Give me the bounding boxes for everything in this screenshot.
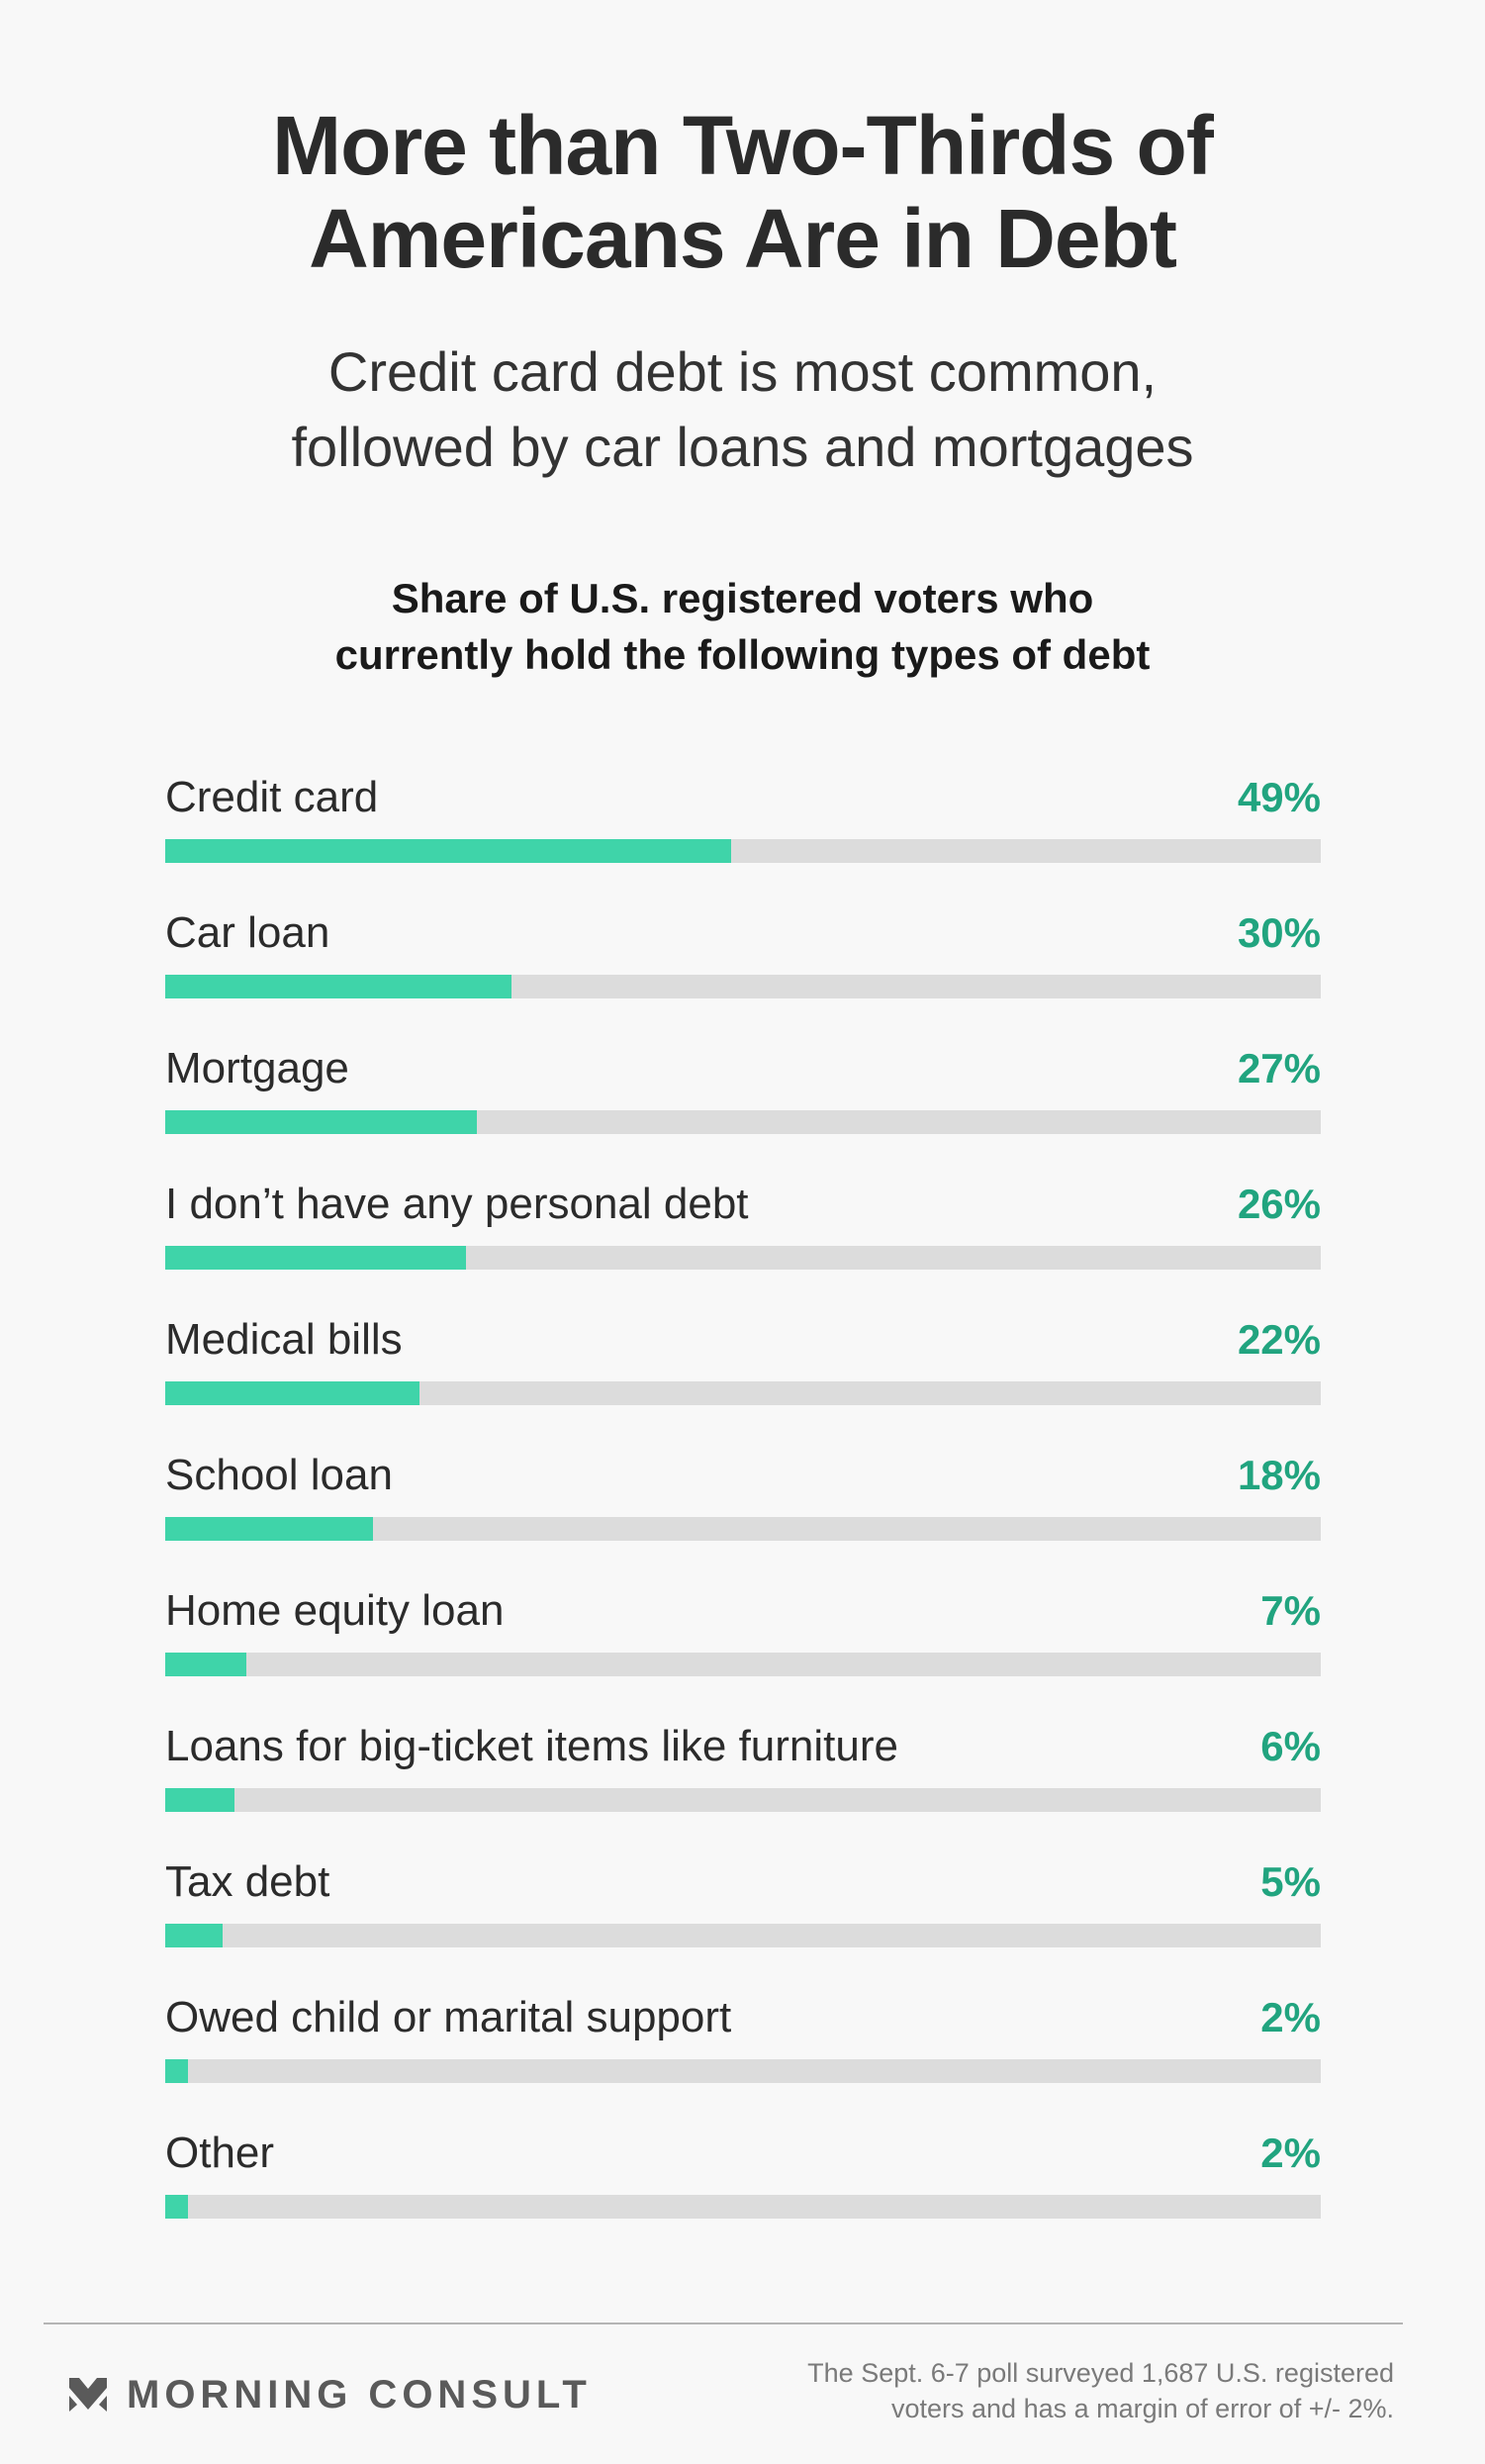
title-line-2: Americans Are in Debt	[309, 192, 1177, 285]
category-label: Tax debt	[165, 1857, 330, 1906]
chart-title-line-1: Share of U.S. registered voters who	[391, 575, 1094, 621]
bar	[165, 1517, 373, 1541]
bar-track	[165, 1517, 1321, 1541]
page-subtitle: Credit card debt is most common, followe…	[0, 334, 1485, 485]
bar	[165, 1381, 419, 1405]
data-label: 30%	[1237, 909, 1321, 956]
category-label: I don’t have any personal debt	[165, 1180, 749, 1228]
bar-track	[165, 1110, 1321, 1134]
category-label: Medical bills	[165, 1315, 403, 1364]
page-title: More than Two-Thirds of Americans Are in…	[0, 99, 1485, 285]
chart-row: Car loan 30%	[165, 905, 1321, 1024]
bar	[165, 1788, 234, 1812]
chart-row: School loan 18%	[165, 1448, 1321, 1566]
data-label: 18%	[1237, 1452, 1321, 1498]
bar-track	[165, 1924, 1321, 1947]
bar	[165, 1110, 477, 1134]
data-label: 7%	[1260, 1587, 1321, 1634]
subtitle-line-2: followed by car loans and mortgages	[291, 416, 1194, 478]
chart-row: Mortgage 27%	[165, 1041, 1321, 1160]
chart-row: Tax debt 5%	[165, 1854, 1321, 1973]
bar-chart: Credit card 49% Car loan 30% Mortgage 27% I do…	[165, 0, 1321, 2276]
bar-track	[165, 839, 1321, 863]
chart-row: Medical bills 22%	[165, 1312, 1321, 1431]
bar	[165, 2059, 188, 2083]
data-label: 2%	[1260, 1994, 1321, 2040]
bar	[165, 1924, 223, 1947]
category-label: Loans for big-ticket items like furnitur…	[165, 1722, 898, 1770]
category-label: School loan	[165, 1451, 393, 1499]
chart-title: Share of U.S. registered voters who curr…	[0, 570, 1485, 683]
subtitle-line-1: Credit card debt is most common,	[327, 340, 1158, 403]
category-label: Other	[165, 2129, 275, 2177]
data-label: 2%	[1260, 2130, 1321, 2176]
morning-consult-chevron-icon	[69, 2378, 107, 2412]
category-label: Owed child or marital support	[165, 1993, 732, 2041]
chart-row: Other 2%	[165, 2126, 1321, 2244]
data-label: 5%	[1260, 1858, 1321, 1905]
bar	[165, 1246, 466, 1270]
data-label: 27%	[1237, 1045, 1321, 1091]
data-label: 6%	[1260, 1723, 1321, 1769]
brand-logo: MORNING CONSULT	[69, 2373, 592, 2417]
brand-name: MORNING CONSULT	[127, 2373, 592, 2417]
category-label: Credit card	[165, 773, 379, 821]
footer-divider	[44, 2322, 1403, 2324]
bar	[165, 839, 731, 863]
category-label: Mortgage	[165, 1044, 349, 1092]
bar-track	[165, 1246, 1321, 1270]
data-label: 22%	[1237, 1316, 1321, 1363]
bar-track	[165, 2195, 1321, 2219]
data-label: 49%	[1237, 774, 1321, 820]
bar	[165, 1653, 246, 1676]
chart-title-line-2: currently hold the following types of de…	[334, 631, 1151, 678]
chart-row: Credit card 49%	[165, 770, 1321, 889]
bar-track	[165, 1381, 1321, 1405]
bar-track	[165, 1653, 1321, 1676]
methodology-note: The Sept. 6-7 poll surveyed 1,687 U.S. r…	[682, 2355, 1394, 2426]
chart-row: Loans for big-ticket items like furnitur…	[165, 1719, 1321, 1838]
title-line-1: More than Two-Thirds of	[272, 99, 1214, 192]
bar	[165, 2195, 188, 2219]
chart-row: I don’t have any personal debt 26%	[165, 1177, 1321, 1295]
bar-track	[165, 1788, 1321, 1812]
category-label: Home equity loan	[165, 1586, 505, 1635]
data-label: 26%	[1237, 1181, 1321, 1227]
chart-row: Home equity loan 7%	[165, 1583, 1321, 1702]
chart-row: Owed child or marital support 2%	[165, 1990, 1321, 2109]
bar-track	[165, 975, 1321, 998]
category-label: Car loan	[165, 908, 330, 957]
methodology-note-line-2: voters and has a margin of error of +/- …	[891, 2394, 1394, 2423]
methodology-note-line-1: The Sept. 6-7 poll surveyed 1,687 U.S. r…	[807, 2358, 1394, 2388]
bar-track	[165, 2059, 1321, 2083]
bar	[165, 975, 511, 998]
